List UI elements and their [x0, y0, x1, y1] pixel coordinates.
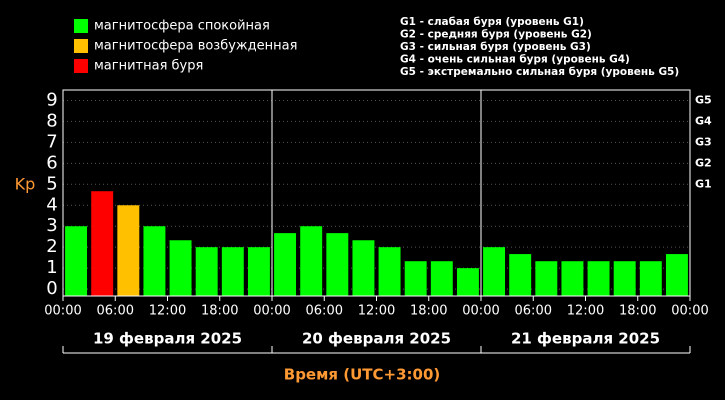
x-tick-label: 18:00 [619, 304, 656, 319]
legend-swatch [74, 59, 88, 73]
bar [65, 226, 88, 296]
bar [639, 261, 662, 296]
y-tick-label: 0 [46, 278, 57, 299]
x-tick-label: 06:00 [306, 304, 343, 319]
y2-tick-label: G2 [695, 156, 712, 169]
x-tick-label: 12:00 [149, 304, 186, 319]
storm-legend: G1 - слабая буря (уровень G1) [400, 16, 584, 28]
y-tick-label: 9 [46, 89, 57, 110]
storm-legend: G4 - очень сильная буря (уровень G4) [400, 54, 630, 66]
storm-legend: G3 - сильная буря (уровень G3) [400, 41, 591, 53]
bar [169, 240, 192, 296]
bar [509, 254, 532, 296]
x-tick-label: 06:00 [97, 304, 134, 319]
bar [326, 233, 349, 296]
y-tick-label: 8 [46, 110, 57, 131]
day-label: 19 февраля 2025 [93, 330, 242, 348]
bar [221, 247, 244, 296]
bar [247, 247, 270, 296]
bar [483, 247, 506, 296]
x-tick-label: 00:00 [671, 304, 708, 319]
bar [352, 240, 375, 296]
x-tick-label: 12:00 [358, 304, 395, 319]
x-tick-label: 00:00 [44, 304, 81, 319]
bar [143, 226, 166, 296]
x-tick-label: 00:00 [462, 304, 499, 319]
bar [561, 261, 584, 296]
bar [430, 261, 453, 296]
bar [300, 226, 323, 296]
bar [117, 205, 140, 296]
legend-swatch [74, 19, 88, 33]
legend-label: магнитосфера возбужденная [94, 39, 297, 54]
y-tick-label: 1 [46, 257, 57, 278]
x-axis-label: Время (UTC+3:00) [284, 366, 440, 384]
legend-label: магнитная буря [94, 59, 203, 74]
y2-tick-label: G5 [695, 93, 712, 106]
x-tick-label: 06:00 [515, 304, 552, 319]
y-tick-label: 6 [46, 152, 57, 173]
bar [456, 268, 479, 296]
bar [404, 261, 427, 296]
x-tick-label: 18:00 [201, 304, 238, 319]
bar [535, 261, 558, 296]
bar [665, 254, 688, 296]
bar [91, 191, 114, 296]
y2-tick-label: G3 [695, 135, 712, 148]
y-axis-label: Kp [15, 175, 36, 194]
x-tick-label: 00:00 [253, 304, 290, 319]
y2-tick-label: G4 [695, 114, 712, 127]
y-tick-label: 4 [46, 194, 57, 215]
storm-legend: G2 - средняя буря (уровень G2) [400, 29, 592, 41]
x-tick-label: 12:00 [567, 304, 604, 319]
bar [274, 233, 297, 296]
x-tick-label: 18:00 [410, 304, 447, 319]
y-tick-label: 7 [46, 131, 57, 152]
legend-swatch [74, 39, 88, 53]
bar [587, 261, 610, 296]
day-label: 21 февраля 2025 [511, 330, 660, 348]
bar [378, 247, 401, 296]
day-label: 20 февраля 2025 [302, 330, 451, 348]
y-tick-label: 2 [46, 236, 57, 257]
y2-tick-label: G1 [695, 177, 712, 190]
y-tick-label: 3 [46, 215, 57, 236]
storm-legend: G5 - экстремально сильная буря (уровень … [400, 66, 679, 78]
legend-label: магнитосфера спокойная [94, 19, 270, 34]
bar [195, 247, 218, 296]
y-tick-label: 5 [46, 173, 57, 194]
bar [613, 261, 636, 296]
